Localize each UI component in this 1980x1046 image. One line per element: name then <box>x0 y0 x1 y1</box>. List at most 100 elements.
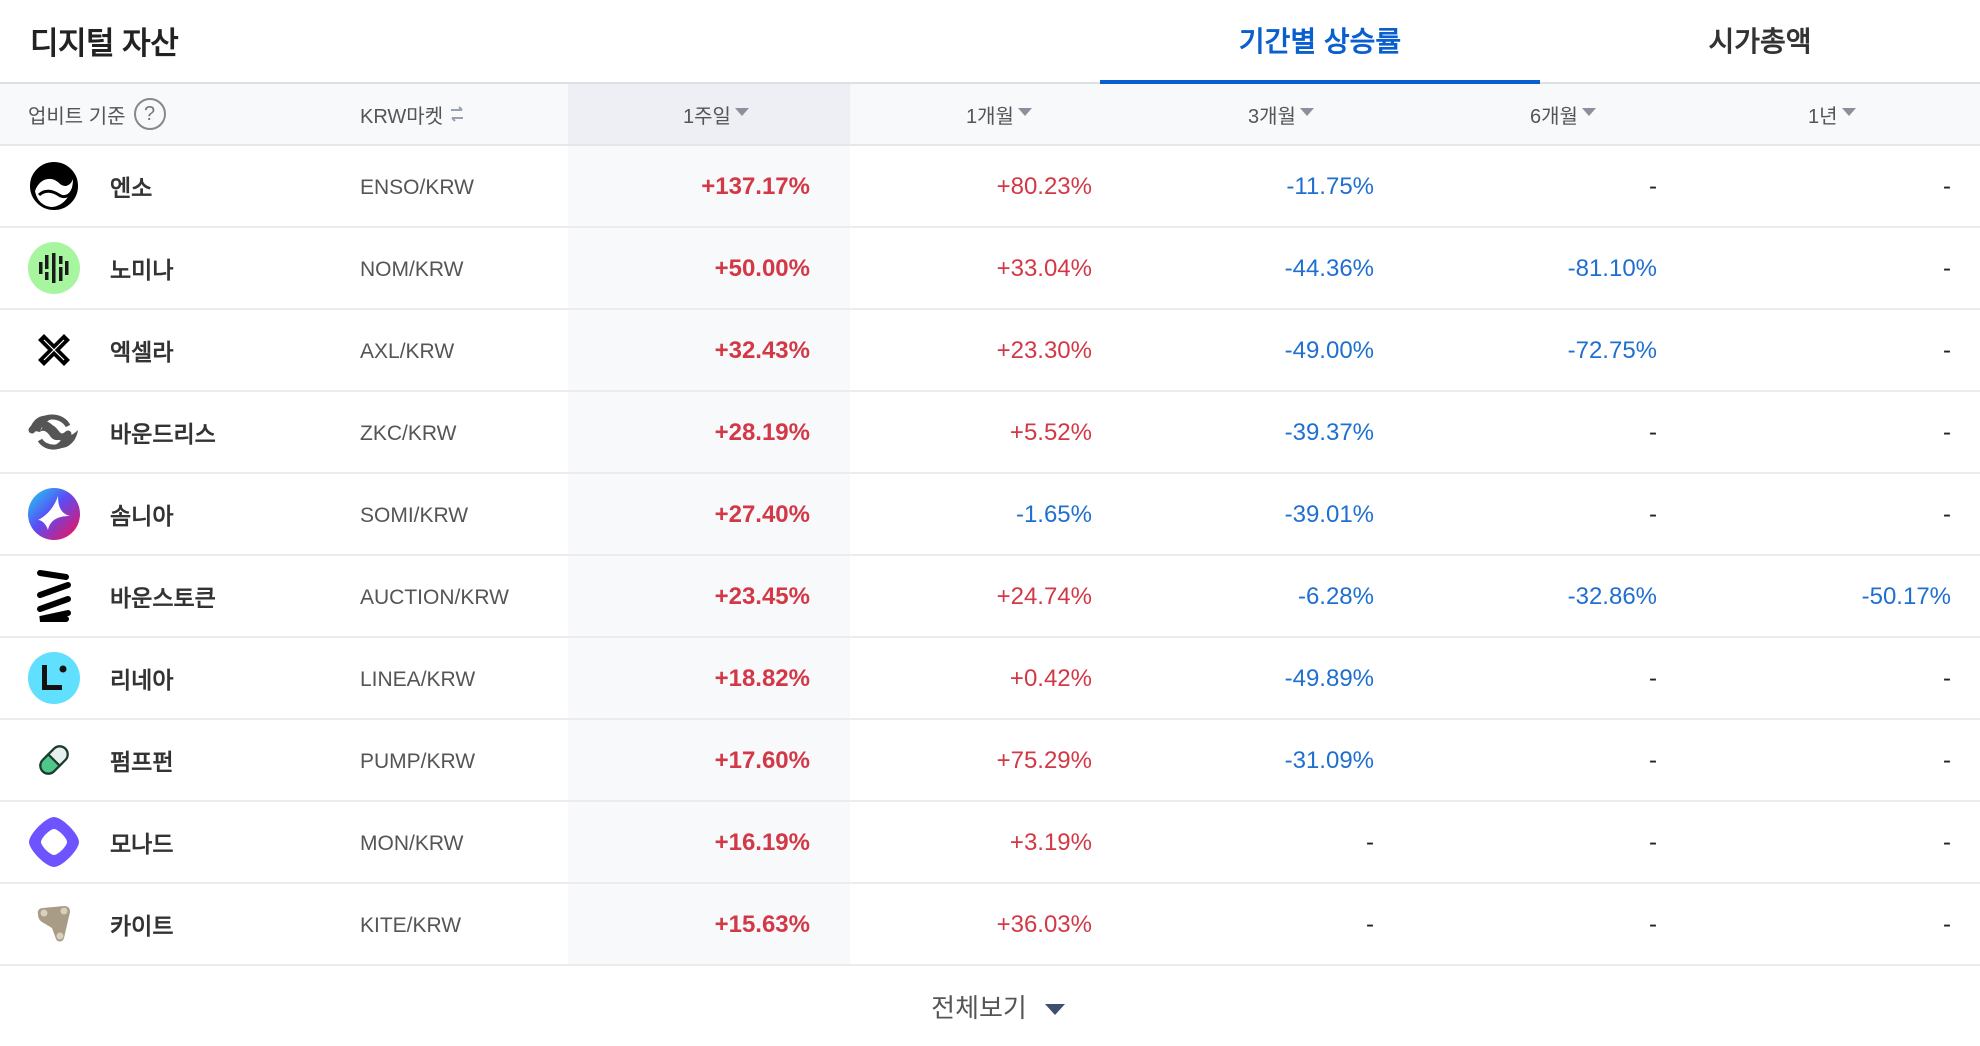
coin-name[interactable]: 리네아 <box>110 667 174 693</box>
sorted-column-background <box>568 146 850 966</box>
sort-1year[interactable]: 1년 <box>1808 84 1856 144</box>
change-1year: - <box>1943 255 1951 282</box>
change-1year: -50.17% <box>1861 583 1951 610</box>
table-footer: 전체보기 <box>0 966 1980 1046</box>
change-3month: -6.28% <box>1297 583 1374 610</box>
coin-name[interactable]: 노미나 <box>110 257 174 283</box>
change-6month: -72.75% <box>1567 337 1657 364</box>
caret-down-icon <box>1044 1003 1065 1015</box>
change-1week: +27.40% <box>714 501 810 528</box>
sort-6month[interactable]: 6개월 <box>1530 84 1596 144</box>
change-1year: - <box>1943 173 1951 200</box>
caret-down-icon <box>1017 108 1032 116</box>
change-1month: -1.65% <box>1015 501 1092 528</box>
change-3month: -49.89% <box>1284 665 1374 692</box>
caret-down-icon <box>1581 108 1596 116</box>
period-label: 1주일 <box>683 105 731 128</box>
coin-name[interactable]: 펌프펀 <box>110 749 174 775</box>
nomina-logo-icon <box>28 228 80 308</box>
tab-market-cap[interactable]: 시가총액 <box>1540 0 1980 84</box>
change-1week: +32.43% <box>714 337 810 364</box>
change-3month: -11.75% <box>1286 173 1374 200</box>
change-1year: - <box>1943 337 1951 364</box>
coin-name[interactable]: 모나드 <box>110 831 174 857</box>
coin-name[interactable]: 바운드리스 <box>110 421 216 447</box>
coin-market: AXL/KRW <box>360 340 455 363</box>
market-label: KRW마켓 <box>360 105 444 128</box>
coin-market: ENSO/KRW <box>360 176 474 199</box>
coin-name[interactable]: 바운스토큰 <box>110 585 216 611</box>
period-label: 3개월 <box>1248 105 1296 128</box>
change-1week: +50.00% <box>714 255 810 282</box>
change-6month: - <box>1649 747 1657 774</box>
table-row[interactable]: 리네아 LINEA/KRW +18.82% +0.42% -49.89% - - <box>0 638 1980 720</box>
change-1year: - <box>1943 665 1951 692</box>
change-1year: - <box>1943 747 1951 774</box>
sort-1week[interactable]: 1주일 <box>683 84 749 144</box>
monad-logo-icon <box>28 802 80 882</box>
coin-name[interactable]: 카이트 <box>110 913 174 939</box>
top-bar: 디지털 자산 기간별 상승률 시가총액 <box>0 0 1980 86</box>
table-row[interactable]: 노미나 NOM/KRW +50.00% +33.04% -44.36% -81.… <box>0 228 1980 310</box>
market-header[interactable]: KRW마켓 <box>360 84 465 144</box>
question-circle-icon[interactable]: ? <box>133 98 166 130</box>
change-1month: +36.03% <box>996 911 1092 938</box>
view-all-button[interactable]: 전체보기 <box>931 988 1065 1025</box>
coin-name[interactable]: 엔소 <box>110 175 153 201</box>
sort-3month[interactable]: 3개월 <box>1248 84 1314 144</box>
change-1year: - <box>1943 911 1951 938</box>
change-3month: -44.36% <box>1284 255 1374 282</box>
coin-market: NOM/KRW <box>360 258 464 281</box>
change-6month: - <box>1649 665 1657 692</box>
coin-market: MON/KRW <box>360 832 464 855</box>
coin-name[interactable]: 솜니아 <box>110 503 174 529</box>
table-row[interactable]: 펌프펀 PUMP/KRW +17.60% +75.29% -31.09% - - <box>0 720 1980 802</box>
table-row[interactable]: 솜니아 SOMI/KRW +27.40% -1.65% -39.01% - - <box>0 474 1980 556</box>
change-1month: +23.30% <box>996 337 1092 364</box>
change-3month: - <box>1366 911 1374 938</box>
change-1week: +17.60% <box>714 747 810 774</box>
table-row[interactable]: 엑셀라 AXL/KRW +32.43% +23.30% -49.00% -72.… <box>0 310 1980 392</box>
period-label: 6개월 <box>1530 105 1578 128</box>
caret-down-icon <box>734 108 749 116</box>
period-label: 1년 <box>1808 105 1838 128</box>
coin-market: SOMI/KRW <box>360 504 469 527</box>
linea-logo-icon <box>28 638 80 718</box>
view-all-label: 전체보기 <box>931 992 1027 1023</box>
tab-label: 기간별 상승률 <box>1238 26 1402 57</box>
change-1year: - <box>1943 501 1951 528</box>
axelar-logo-icon <box>28 310 80 390</box>
coin-name[interactable]: 엑셀라 <box>110 339 174 365</box>
tab-label: 시가총액 <box>1708 26 1812 57</box>
sort-1month[interactable]: 1개월 <box>966 84 1032 144</box>
table-row[interactable]: 모나드 MON/KRW +16.19% +3.19% - - - <box>0 802 1980 884</box>
enso-logo-icon <box>28 146 80 226</box>
basis-label: 업비트 기준 <box>28 105 126 128</box>
table-body: 엔소 ENSO/KRW +137.17% +80.23% -11.75% - -… <box>0 146 1980 966</box>
change-1month: +0.42% <box>1009 665 1092 692</box>
change-1week: +18.82% <box>714 665 810 692</box>
change-3month: -31.09% <box>1284 747 1374 774</box>
change-1week: +28.19% <box>714 419 810 446</box>
page-title: 디지털 자산 <box>30 26 179 61</box>
table-header: 업비트 기준 ? KRW마켓 1주일 1개월 3개월 6개월 1년 <box>0 84 1980 146</box>
table-row[interactable]: 카이트 KITE/KRW +15.63% +36.03% - - - <box>0 884 1980 966</box>
table-row[interactable]: 바운드리스 ZKC/KRW +28.19% +5.52% -39.37% - - <box>0 392 1980 474</box>
swap-arrows-icon[interactable] <box>449 103 465 125</box>
change-3month: -39.01% <box>1284 501 1374 528</box>
change-3month: - <box>1366 829 1374 856</box>
change-1month: +5.52% <box>1009 419 1092 446</box>
basis-header: 업비트 기준 ? <box>28 84 166 144</box>
change-1week: +137.17% <box>701 173 810 200</box>
change-1week: +23.45% <box>714 583 810 610</box>
caret-down-icon <box>1299 108 1314 116</box>
bounce-logo-icon <box>28 556 80 636</box>
change-1month: +33.04% <box>996 255 1092 282</box>
tab-period-change[interactable]: 기간별 상승률 <box>1100 0 1540 86</box>
change-1year: - <box>1943 419 1951 446</box>
table-row[interactable]: 엔소 ENSO/KRW +137.17% +80.23% -11.75% - - <box>0 146 1980 228</box>
change-1week: +15.63% <box>714 911 810 938</box>
change-6month: -32.86% <box>1567 583 1657 610</box>
table-row[interactable]: 바운스토큰 AUCTION/KRW +23.45% +24.74% -6.28%… <box>0 556 1980 638</box>
change-1year: - <box>1943 829 1951 856</box>
